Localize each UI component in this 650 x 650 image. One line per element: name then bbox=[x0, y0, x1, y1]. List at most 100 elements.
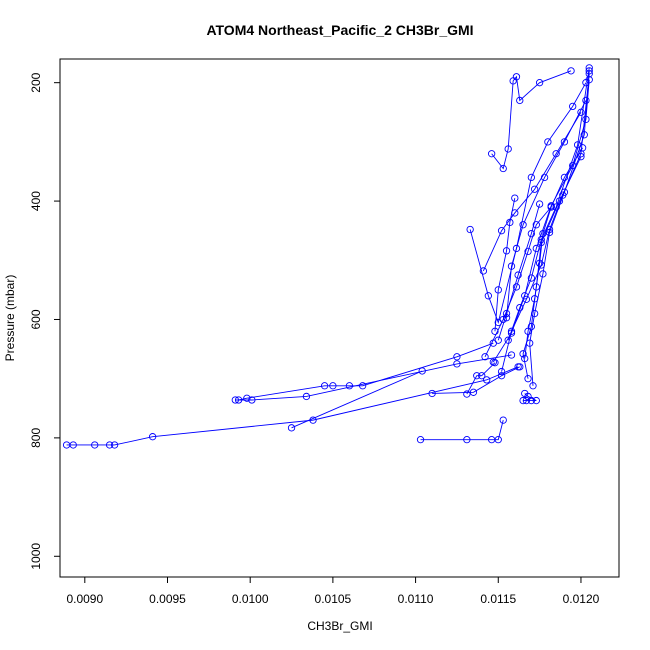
data-point bbox=[514, 271, 522, 279]
profile-series bbox=[234, 339, 497, 404]
data-point bbox=[504, 145, 512, 153]
data-point bbox=[532, 221, 540, 229]
data-point bbox=[91, 441, 99, 449]
data-point bbox=[478, 372, 486, 380]
data-point bbox=[487, 150, 496, 158]
data-point bbox=[469, 388, 478, 396]
profile-series bbox=[287, 367, 426, 432]
data-point bbox=[110, 441, 119, 449]
series-line bbox=[524, 147, 584, 359]
data-point bbox=[494, 286, 502, 294]
data-point bbox=[489, 358, 497, 366]
profile-series bbox=[481, 203, 555, 361]
data-point bbox=[547, 203, 555, 211]
data-point bbox=[502, 247, 511, 255]
series-line bbox=[523, 393, 537, 402]
data-point bbox=[494, 336, 502, 344]
y-tick-label: 1000 bbox=[29, 543, 43, 570]
data-point bbox=[555, 197, 564, 205]
data-point bbox=[234, 396, 243, 404]
series-line bbox=[497, 203, 541, 341]
data-point bbox=[527, 229, 535, 238]
data-point bbox=[532, 283, 540, 291]
profile-series bbox=[494, 200, 544, 344]
series-layer bbox=[62, 64, 593, 449]
profile-series bbox=[489, 76, 593, 366]
x-tick-label: 0.0100 bbox=[232, 592, 269, 606]
data-point bbox=[453, 360, 461, 368]
x-tick-label: 0.0120 bbox=[563, 592, 600, 606]
x-tick-label: 0.0105 bbox=[315, 592, 352, 606]
data-point bbox=[516, 96, 524, 105]
data-point bbox=[502, 309, 511, 318]
profile-series bbox=[487, 67, 575, 173]
x-tick-label: 0.0115 bbox=[480, 592, 516, 606]
y-tick-label: 800 bbox=[29, 428, 43, 448]
data-point bbox=[560, 188, 569, 196]
data-point bbox=[580, 131, 588, 139]
profile-series bbox=[428, 363, 524, 398]
series-line bbox=[494, 198, 516, 332]
profile-series bbox=[231, 351, 516, 404]
data-point bbox=[540, 173, 549, 182]
y-tick-label: 200 bbox=[29, 72, 43, 92]
x-axis: 0.0090 0.0095 0.0100 0.0105 0.0110 0.0115 0.01… bbox=[66, 576, 600, 606]
data-point bbox=[491, 327, 499, 335]
data-point bbox=[481, 353, 489, 361]
data-point bbox=[535, 200, 544, 208]
series-line bbox=[469, 82, 587, 324]
data-point bbox=[499, 416, 507, 424]
series-line bbox=[420, 420, 504, 441]
data-point bbox=[516, 363, 524, 371]
data-point bbox=[567, 67, 575, 75]
data-point bbox=[507, 327, 516, 335]
data-point bbox=[545, 228, 554, 237]
data-point bbox=[577, 153, 585, 161]
profile-series bbox=[519, 389, 540, 405]
data-point bbox=[527, 173, 535, 182]
data-point bbox=[494, 436, 502, 444]
data-point bbox=[521, 292, 529, 300]
series-line bbox=[466, 362, 496, 395]
data-point bbox=[473, 372, 481, 380]
data-point bbox=[506, 218, 514, 227]
data-point bbox=[497, 372, 506, 380]
data-point bbox=[511, 194, 519, 202]
data-point bbox=[302, 392, 311, 401]
x-axis-label: CH3Br_GMI bbox=[307, 619, 372, 633]
data-point bbox=[527, 322, 535, 331]
data-point bbox=[499, 164, 507, 173]
data-point bbox=[569, 102, 577, 111]
data-point bbox=[453, 353, 461, 361]
data-point bbox=[320, 382, 329, 390]
data-point bbox=[287, 424, 296, 432]
profile-series bbox=[463, 359, 499, 398]
data-point bbox=[524, 247, 532, 256]
data-point bbox=[248, 396, 256, 404]
data-point bbox=[516, 303, 524, 312]
data-point bbox=[416, 436, 425, 444]
data-point bbox=[497, 367, 506, 376]
data-point bbox=[560, 138, 569, 146]
data-point bbox=[463, 390, 471, 398]
data-point bbox=[535, 79, 544, 87]
data-point bbox=[585, 67, 593, 75]
data-point bbox=[539, 270, 547, 278]
profile-series bbox=[491, 194, 519, 335]
series-line bbox=[238, 342, 494, 401]
data-point bbox=[526, 339, 534, 347]
data-point bbox=[358, 382, 367, 390]
x-tick-label: 0.0110 bbox=[398, 592, 434, 606]
series-line bbox=[482, 112, 582, 272]
data-point bbox=[497, 227, 506, 235]
data-point bbox=[519, 396, 527, 405]
y-axis: 200 400 600 800 1000 bbox=[29, 72, 61, 570]
series-line bbox=[235, 354, 512, 401]
data-point bbox=[512, 244, 521, 253]
data-point bbox=[466, 225, 474, 234]
data-point bbox=[529, 382, 537, 390]
data-point bbox=[527, 274, 535, 282]
data-point bbox=[544, 138, 552, 146]
series-line bbox=[484, 206, 552, 357]
